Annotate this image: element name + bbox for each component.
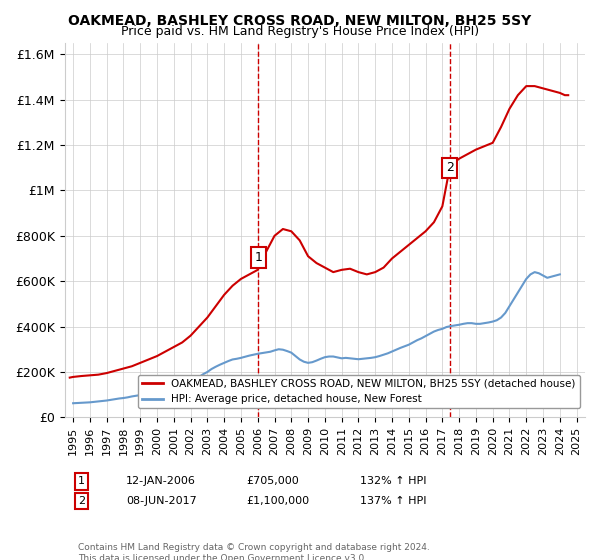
Text: Contains HM Land Registry data © Crown copyright and database right 2024.
This d: Contains HM Land Registry data © Crown c… bbox=[78, 543, 430, 560]
Text: £705,000: £705,000 bbox=[246, 477, 299, 487]
Legend: OAKMEAD, BASHLEY CROSS ROAD, NEW MILTON, BH25 5SY (detached house), HPI: Average: OAKMEAD, BASHLEY CROSS ROAD, NEW MILTON,… bbox=[138, 375, 580, 408]
Text: 1: 1 bbox=[78, 477, 85, 487]
Text: OAKMEAD, BASHLEY CROSS ROAD, NEW MILTON, BH25 5SY: OAKMEAD, BASHLEY CROSS ROAD, NEW MILTON,… bbox=[68, 14, 532, 28]
Text: 1: 1 bbox=[254, 251, 262, 264]
Text: Price paid vs. HM Land Registry's House Price Index (HPI): Price paid vs. HM Land Registry's House … bbox=[121, 25, 479, 38]
Text: 12-JAN-2006: 12-JAN-2006 bbox=[126, 477, 196, 487]
Text: 2: 2 bbox=[78, 496, 85, 506]
Text: £1,100,000: £1,100,000 bbox=[246, 496, 309, 506]
Text: 132% ↑ HPI: 132% ↑ HPI bbox=[360, 477, 427, 487]
Text: 2: 2 bbox=[446, 161, 454, 174]
Text: 137% ↑ HPI: 137% ↑ HPI bbox=[360, 496, 427, 506]
Text: 08-JUN-2017: 08-JUN-2017 bbox=[126, 496, 197, 506]
